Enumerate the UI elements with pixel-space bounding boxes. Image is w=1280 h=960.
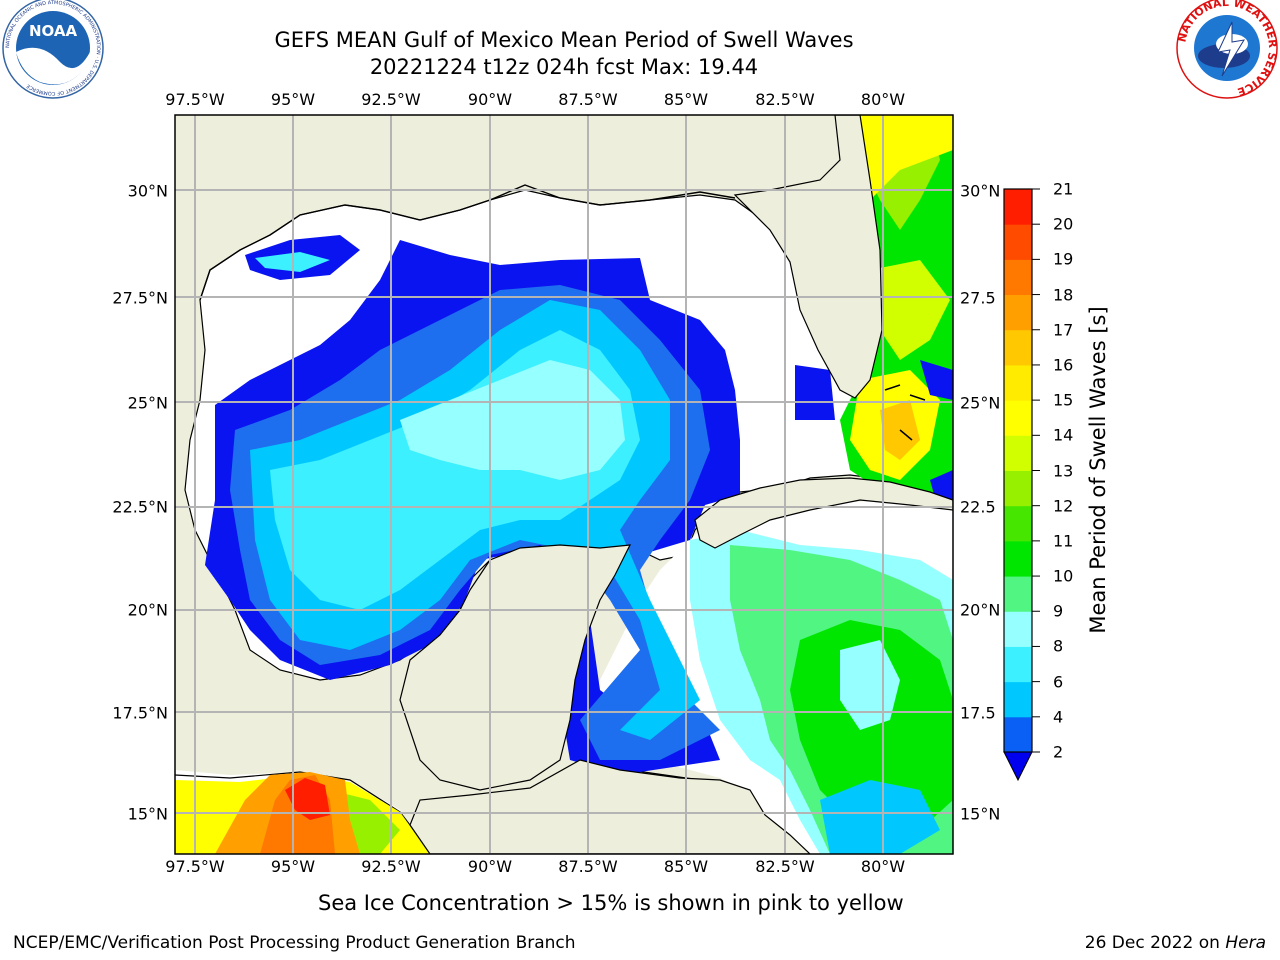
colorbar-tick-label: 8 (1053, 636, 1064, 656)
yucatan-peninsula (399, 544, 632, 791)
footer-date: 26 Dec 2022 on Hera (1085, 933, 1266, 953)
colorbar-cell (1004, 470, 1032, 507)
footer-date-text: 26 Dec 2022 on (1084, 933, 1226, 953)
colorbar-tick-label: 13 (1053, 461, 1074, 480)
lat-tick-left: 25°N (127, 393, 168, 413)
map-frame (174, 114, 954, 855)
colorbar-cell (1004, 505, 1032, 542)
colorbar-tick-label: 20 (1053, 214, 1074, 234)
colorbar-tick-label: 15 (1053, 390, 1074, 410)
lon-tick-bottom: 80°W (860, 857, 906, 876)
lat-tick-right: 30°N (960, 181, 1001, 201)
lat-tick-left: 30°N (127, 181, 168, 201)
colorbar-cell (1004, 576, 1032, 612)
colorbar-cell (1004, 716, 1032, 753)
lat-tick-left: 22.5°N (112, 497, 168, 517)
lon-tick-top: 80°W (860, 90, 906, 109)
colorbar-tick-label: 17 (1053, 320, 1074, 340)
lon-tick-bottom: 87.5°W (558, 857, 618, 876)
colorbar (1003, 188, 1040, 782)
colorbar-cell (1004, 540, 1032, 577)
colorbar-cell (1004, 611, 1032, 647)
map-gridlines (175, 115, 953, 854)
us-gulf-coast (199, 184, 736, 301)
colorbar-tick-label: 6 (1053, 672, 1064, 692)
colorbar-cell (1004, 224, 1032, 260)
lat-tick-right: 20°N (960, 600, 1001, 620)
lat-tick-left: 17.5°N (112, 703, 168, 723)
lat-tick-left: 27.5°N (112, 288, 168, 308)
lon-tick-top: 82.5°W (755, 90, 815, 109)
footer-host: Hera (1225, 933, 1266, 953)
lat-tick-left: 20°N (127, 600, 168, 620)
lon-tick-bottom: 90°W (467, 857, 513, 876)
colorbar-tick-label: 2 (1053, 742, 1064, 762)
lon-tick-top: 95°W (270, 90, 316, 109)
colorbar-cell (1004, 681, 1032, 718)
lon-tick-bottom: 97.5°W (165, 857, 225, 876)
cuba-island (694, 477, 953, 549)
lon-tick-top: 92.5°W (361, 90, 421, 109)
colorbar-tick-label: 11 (1053, 531, 1074, 551)
lon-tick-bottom: 95°W (270, 857, 316, 876)
colorbar-cell (1004, 400, 1032, 436)
colorbar-cell (1004, 646, 1032, 683)
colorbar-cell (1004, 329, 1032, 366)
sea-ice-note: Sea Ice Concentration > 15% is shown in … (318, 891, 904, 915)
footer-credit: NCEP/EMC/Verification Post Processing Pr… (13, 933, 576, 953)
colorbar-cell (1004, 435, 1032, 471)
lon-tick-top: 90°W (467, 90, 513, 109)
lat-tick-right: 27.5 (960, 288, 996, 308)
lat-tick-right: 17.5 (960, 703, 996, 723)
lon-tick-top: 87.5°W (558, 90, 618, 109)
colorbar-tick-label: 12 (1053, 496, 1074, 516)
lat-tick-right: 25°N (960, 393, 1001, 413)
colorbar-extend-arrow (1003, 751, 1033, 782)
chart-title: GEFS MEAN Gulf of Mexico Mean Period of … (274, 28, 854, 52)
colorbar-tick-label: 18 (1053, 285, 1074, 305)
colorbar-label: Mean Period of Swell Waves [s] (1086, 306, 1110, 634)
colorbar-cell (1004, 294, 1032, 331)
colorbar-tick-label: 14 (1053, 425, 1074, 445)
colorbar-cell (1004, 259, 1032, 296)
colorbar-tick-label: 9 (1053, 601, 1064, 621)
colorbar-tick-label: 4 (1053, 707, 1064, 727)
colorbar-tick-label: 19 (1053, 249, 1074, 269)
lon-tick-top: 85°W (663, 90, 709, 109)
bahamas-islands (884, 384, 926, 441)
lat-tick-right: 22.5 (960, 497, 996, 517)
lat-tick-right: 15°N (960, 804, 1001, 824)
lon-tick-top: 97.5°W (165, 90, 225, 109)
lon-tick-bottom: 85°W (663, 857, 709, 876)
lat-tick-left: 15°N (127, 804, 168, 824)
colorbar-tick-label: 16 (1053, 355, 1074, 375)
colorbar-tick-label: 10 (1053, 566, 1074, 586)
colorbar-cell (1004, 364, 1032, 401)
chart-subtitle: 20221224 t12z 024h fcst Max: 19.44 (369, 55, 759, 79)
colorbar-cell (1004, 189, 1032, 225)
lon-tick-bottom: 82.5°W (755, 857, 815, 876)
colorbar-tick-label: 21 (1053, 179, 1074, 199)
lon-tick-bottom: 92.5°W (361, 857, 421, 876)
